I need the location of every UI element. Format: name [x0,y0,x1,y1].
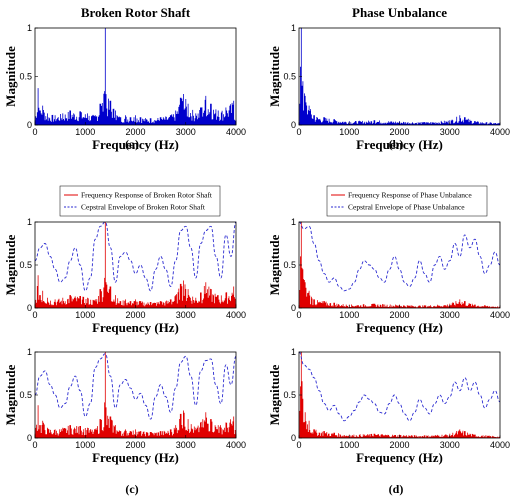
axes-frame [298,27,501,126]
y-tick-label: 1 [291,23,296,33]
x-axis-label: Frequency (Hz) [92,450,179,465]
series-response [298,222,501,308]
x-tick-label: 4000 [490,440,510,450]
series-envelope [34,353,237,420]
chart-title: Phase Unbalance [352,5,447,20]
x-tick-label: 3000 [440,310,460,320]
series-envelope [298,221,501,292]
y-tick-label: 0.5 [283,390,296,400]
chart-d-top: 0 1000 2000 3000 4000 0 0.5 1 Frequency (Hz) Magn… [267,185,510,335]
x-tick-label: 4000 [490,127,510,137]
legend-entry: Cepstral Envelope of Broken Rotor Shaft [81,203,206,212]
x-tick-label: 0 [32,440,37,450]
x-axis-label: Frequency (Hz) [356,450,443,465]
chart-d-bottom: 0 1000 2000 3000 4000 0 0.5 1 Frequency (Hz) Magn… [267,347,510,465]
x-axis-label: Frequency (Hz) [92,320,179,335]
y-tick-label: 0.5 [283,72,296,82]
x-tick-label: 4000 [226,127,246,137]
chart-c-top: 0 1000 2000 3000 4000 0 0.5 1 Frequency (Hz) Magn… [3,185,246,335]
x-tick-label: 4000 [490,310,510,320]
x-axis-label: Frequency (Hz) [92,137,179,152]
series-envelope [298,351,501,422]
legend: Frequency Response of Broken Rotor Shaft… [59,185,221,217]
x-tick-label: 2000 [125,127,145,137]
x-tick-label: 2000 [125,440,145,450]
x-tick-label: 0 [32,310,37,320]
x-tick-label: 3000 [440,127,460,137]
series-spectrum [34,28,237,125]
x-tick-label: 3000 [176,127,196,137]
y-tick-label: 0 [291,120,296,130]
x-tick-label: 1000 [75,310,95,320]
x-tick-label: 0 [296,310,301,320]
y-tick-label: 0.5 [19,72,32,82]
series-response [34,222,237,308]
y-tick-label: 1 [27,217,32,227]
axes-frame [298,351,501,439]
chart-a-broken-rotor-shaft: 0 1000 2000 3000 4000 0 0.5 1 Frequency (Hz) Magn… [3,5,246,152]
axes-frame [298,221,501,309]
x-axis-label: Frequency (Hz) [356,320,443,335]
x-tick-label: 2000 [125,310,145,320]
series-response [298,352,501,438]
y-tick-label: 0.5 [19,390,32,400]
y-axis-label: Magnitude [3,46,18,107]
y-tick-label: 1 [291,217,296,227]
series-envelope [34,221,237,292]
legend-box [59,185,221,217]
legend-entry: Frequency Response of Phase Unbalance [348,191,472,200]
x-axis-label: Frequency (Hz) [356,137,443,152]
y-tick-label: 0 [291,303,296,313]
chart-b-phase-unbalance: 0 1000 2000 3000 4000 0 0.5 1 Frequency (Hz) Magn… [267,5,510,152]
y-tick-label: 1 [27,347,32,357]
y-axis-label: Magnitude [3,364,18,425]
x-tick-label: 3000 [176,440,196,450]
x-tick-label: 0 [296,127,301,137]
x-tick-label: 1000 [75,440,95,450]
y-axis-label: Magnitude [3,234,18,295]
x-tick-label: 1000 [339,127,359,137]
y-tick-label: 0 [27,303,32,313]
x-tick-label: 2000 [389,440,409,450]
y-tick-label: 0 [27,433,32,443]
y-tick-label: 0 [27,120,32,130]
panel-label: (b) [389,137,404,151]
panel-label: (a) [125,137,139,151]
legend: Frequency Response of Phase Unbalance Cep… [326,185,488,217]
panel-label: (d) [389,482,404,496]
chart-c-bottom: 0 1000 2000 3000 4000 0 0.5 1 Frequency (Hz) Magn… [3,347,246,465]
x-tick-label: 3000 [440,440,460,450]
chart-title: Broken Rotor Shaft [81,5,191,20]
x-tick-label: 3000 [176,310,196,320]
y-tick-label: 0.5 [283,260,296,270]
x-tick-label: 0 [32,127,37,137]
y-axis-label: Magnitude [267,234,282,295]
y-axis-label: Magnitude [267,46,282,107]
y-tick-label: 0 [291,433,296,443]
series-response [34,352,237,438]
legend-entry: Frequency Response of Broken Rotor Shaft [81,191,213,200]
legend-entry: Cepstral Envelope of Phase Unbalance [348,203,465,212]
x-tick-label: 1000 [339,310,359,320]
x-tick-label: 1000 [339,440,359,450]
x-tick-label: 4000 [226,440,246,450]
x-tick-label: 2000 [389,310,409,320]
y-tick-label: 1 [291,347,296,357]
x-tick-label: 4000 [226,310,246,320]
legend-box [326,185,488,217]
y-tick-label: 1 [27,23,32,33]
x-tick-label: 2000 [389,127,409,137]
panel-label: (c) [125,482,138,496]
x-tick-label: 1000 [75,127,95,137]
y-tick-label: 0.5 [19,260,32,270]
x-tick-label: 0 [296,440,301,450]
y-axis-label: Magnitude [267,364,282,425]
series-spectrum [298,28,501,125]
